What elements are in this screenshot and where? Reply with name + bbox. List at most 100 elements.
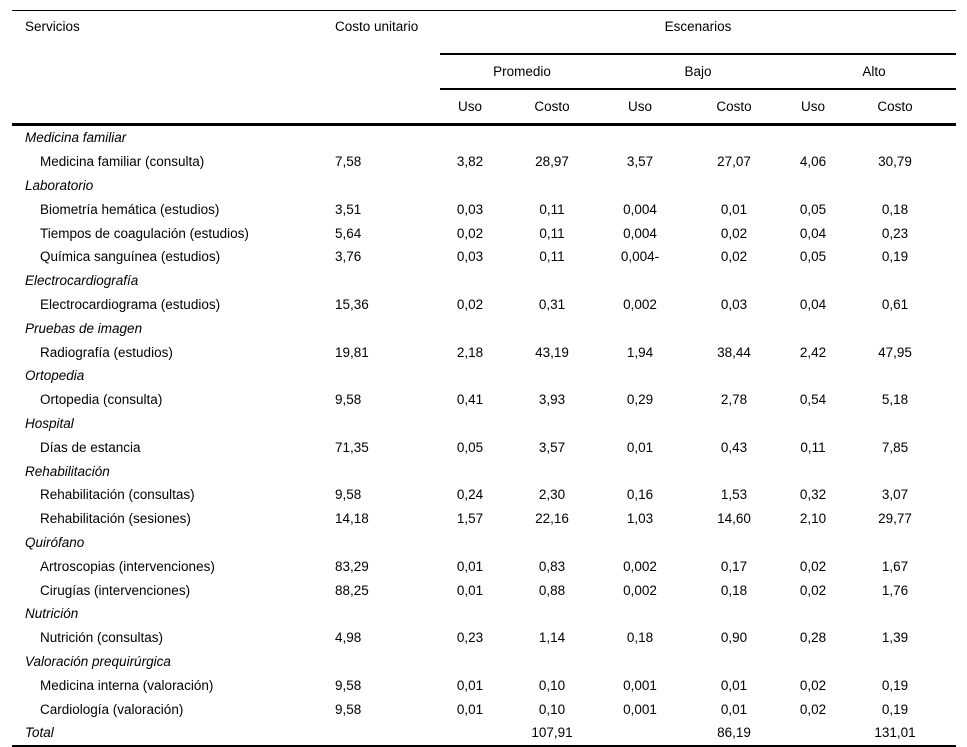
subheader-promedio-uso: Uso (440, 89, 500, 126)
total-row: Total 107,91 86,19 131,01 (12, 720, 957, 747)
alto-uso-cell (792, 174, 834, 198)
service-row: Radiografía (estudios) 19,81 2,18 43,19 1,94… (12, 340, 956, 364)
service-label: Pruebas de imagen (25, 320, 143, 336)
promedio-costo-cell: 3,57 (538, 439, 566, 455)
alto-uso-cell (792, 531, 834, 555)
alto-costo-cell (834, 459, 956, 483)
category-row: Valoración prequirúrgica (12, 650, 956, 674)
service-label: Ortopedia (25, 368, 85, 384)
bajo-uso-cell (604, 650, 676, 674)
unit-cost-cell: 83,29 (335, 558, 369, 574)
alto-costo-cell: 29,77 (878, 511, 912, 527)
header-row-1: Servicios Costo unitario Escenarios (12, 10, 957, 126)
alto-uso-cell: 0,04 (799, 225, 827, 241)
service-label: Rehabilitación (consultas) (40, 487, 195, 503)
promedio-costo-cell (500, 174, 604, 198)
bajo-costo-cell: 0,01 (720, 201, 748, 217)
bajo-costo-cell: 0,02 (720, 225, 748, 241)
category-row: Quirófano (12, 531, 956, 555)
unit-cost-cell (322, 412, 440, 436)
service-label: Medicina familiar (consulta) (40, 154, 205, 170)
bajo-costo-cell: 0,17 (720, 558, 748, 574)
alto-uso-cell: 0,54 (799, 392, 827, 408)
promedio-costo-cell: 0,11 (539, 249, 565, 265)
promedio-uso-cell (440, 269, 500, 293)
alto-uso-cell: 0,28 (799, 630, 827, 646)
subheader-bajo-uso: Uso (604, 89, 676, 126)
bajo-uso-cell (604, 364, 676, 388)
promedio-uso-cell: 0,02 (456, 225, 484, 241)
alto-costo-cell (834, 650, 956, 674)
promedio-uso-cell (440, 602, 500, 626)
unit-cost-cell: 9,58 (335, 701, 362, 717)
alto-uso-cell (792, 364, 834, 388)
alto-costo-cell: 3,07 (881, 487, 909, 503)
promedio-uso-cell (440, 650, 500, 674)
unit-cost-cell (322, 174, 440, 198)
bajo-costo-cell: 0,02 (720, 249, 748, 265)
promedio-uso-cell: 0,03 (456, 201, 484, 217)
alto-uso-cell: 0,05 (799, 249, 827, 265)
promedio-costo-cell (500, 531, 604, 555)
bajo-uso-cell (604, 412, 676, 436)
promedio-uso-cell (440, 125, 500, 150)
alto-costo-cell (834, 125, 956, 150)
bajo-uso-cell: 0,01 (626, 439, 654, 455)
bajo-costo-cell: 86,19 (676, 720, 792, 747)
service-row: Cardiología (valoración) 9,58 0,01 0,10 0,00… (12, 697, 956, 721)
category-row: Rehabilitación (12, 459, 956, 483)
service-label: Laboratorio (25, 177, 94, 193)
bajo-costo-cell (676, 531, 792, 555)
alto-costo-cell: 1,67 (881, 558, 909, 574)
table-body: Medicina familiar Medicina familiar (cons… (12, 125, 957, 747)
category-row: Hospital (12, 412, 956, 436)
alto-costo-cell: 5,18 (881, 392, 909, 408)
service-row: Ortopedia (consulta) 9,58 0,41 3,93 0,29 2,78… (12, 388, 956, 412)
service-row: Medicina familiar (consulta) 7,58 3,82 28,9… (12, 150, 956, 174)
service-label: Quirófano (25, 534, 85, 550)
unit-cost-cell: 9,58 (335, 392, 362, 408)
alto-uso-cell: 2,10 (799, 511, 827, 527)
alto-uso-cell: 0,11 (800, 439, 826, 455)
bajo-costo-cell (676, 364, 792, 388)
service-label: Cirugías (intervenciones) (40, 582, 191, 598)
category-row: Laboratorio (12, 174, 956, 198)
promedio-uso-cell (440, 459, 500, 483)
service-label: Química sanguínea (estudios) (40, 249, 221, 265)
bajo-uso-cell: 0,002 (623, 582, 657, 598)
cost-scenarios-table: Servicios Costo unitario Escenarios Prom… (12, 10, 957, 747)
promedio-costo-cell (500, 364, 604, 388)
alto-costo-cell (834, 364, 956, 388)
alto-uso-cell: 2,42 (799, 344, 827, 360)
promedio-uso-cell (440, 364, 500, 388)
bajo-uso-cell: 0,16 (626, 487, 654, 503)
promedio-costo-cell: 0,10 (538, 677, 566, 693)
promedio-uso-cell: 2,18 (456, 344, 484, 360)
promedio-costo-cell (500, 269, 604, 293)
promedio-costo-cell (500, 412, 604, 436)
service-label: Biometría hemática (estudios) (40, 201, 220, 217)
category-row: Pruebas de imagen (12, 316, 956, 340)
col-header-escenarios: Escenarios (440, 10, 957, 55)
service-label: Ortopedia (consulta) (40, 392, 163, 408)
service-label: Días de estancia (40, 439, 141, 455)
promedio-costo-cell: 2,30 (538, 487, 566, 503)
alto-uso-cell (792, 650, 834, 674)
promedio-uso-cell: 1,57 (456, 511, 484, 527)
service-row: Días de estancia 71,35 0,05 3,57 0,01 0,43 0,1… (12, 435, 956, 459)
bajo-costo-cell (676, 174, 792, 198)
unit-cost-cell (322, 720, 440, 747)
promedio-uso-cell: 0,23 (456, 630, 484, 646)
promedio-uso-cell: 0,24 (456, 487, 484, 503)
promedio-uso-cell: 3,82 (456, 154, 484, 170)
subheader-alto-costo: Costo (834, 89, 957, 126)
alto-costo-cell (834, 316, 956, 340)
bajo-uso-cell: 0,001 (623, 677, 657, 693)
service-row: Rehabilitación (consultas) 9,58 0,24 2,30 0,… (12, 483, 956, 507)
header-row-2: Promedio Bajo Alto (12, 54, 957, 90)
unit-cost-cell (322, 364, 440, 388)
promedio-uso-cell: 0,01 (456, 701, 484, 717)
bajo-costo-cell: 0,01 (720, 677, 748, 693)
subheader-bajo-costo: Costo (676, 89, 792, 126)
promedio-costo-cell (500, 316, 604, 340)
